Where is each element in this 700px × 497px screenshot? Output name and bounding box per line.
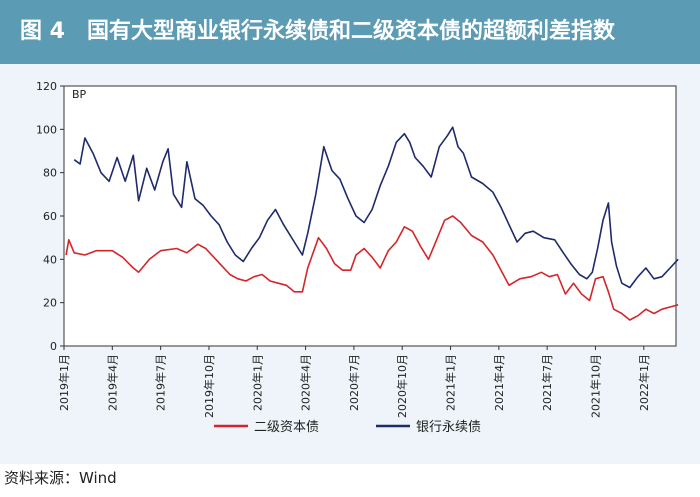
- y-tick-label: 0: [50, 340, 57, 353]
- legend-label-1: 银行永续债: [416, 420, 481, 435]
- legend: 二级资本债 银行永续债: [214, 420, 481, 435]
- plot-area: [63, 85, 677, 347]
- source-note: 资料来源：Wind: [4, 469, 117, 487]
- x-tick-label: 2019年7月: [154, 354, 168, 411]
- y-tick-label: 120: [36, 80, 57, 93]
- x-tick-label: 2021年4月: [492, 354, 506, 411]
- x-tick-label: 2022年1月: [637, 354, 651, 411]
- y-tick-label: 20: [43, 297, 57, 310]
- y-tick-label: 80: [43, 167, 57, 180]
- legend-label-0: 二级资本债: [254, 420, 319, 435]
- x-tick-label: 2021年7月: [540, 354, 554, 411]
- line-chart: 0 20 40 60 80 100 120 BP 2019年1月 2019年4月 2019年7月 20…: [36, 80, 679, 435]
- title-bar: 图 4 国有大型商业银行永续债和二级资本债的超额利差指数: [0, 0, 700, 64]
- x-tick-label: 2019年10月: [202, 354, 216, 418]
- x-tick-label: 2020年10月: [395, 354, 409, 418]
- x-tick-label: 2020年7月: [347, 354, 361, 411]
- axes: 0 20 40 60 80 100 120 BP 2019年1月 2019年4月 2019年7月 20…: [36, 80, 677, 418]
- chart-title: 图 4 国有大型商业银行永续债和二级资本债的超额利差指数: [20, 19, 615, 44]
- x-tick-label: 2021年1月: [444, 354, 458, 411]
- series-line-0: [65, 215, 679, 321]
- y-tick-label: 40: [43, 253, 57, 266]
- x-tick-label: 2019年4月: [105, 354, 119, 411]
- y-axis-label: BP: [72, 88, 87, 101]
- x-tick-label: 2020年4月: [299, 354, 313, 411]
- series-line-1: [73, 126, 679, 289]
- x-tick-label: 2021年10月: [588, 354, 602, 418]
- y-tick-label: 100: [36, 123, 57, 136]
- y-tick-label: 60: [43, 210, 57, 223]
- x-tick-label: 2019年1月: [57, 354, 71, 411]
- x-tick-label: 2020年1月: [250, 354, 264, 411]
- series-layer: [65, 126, 679, 321]
